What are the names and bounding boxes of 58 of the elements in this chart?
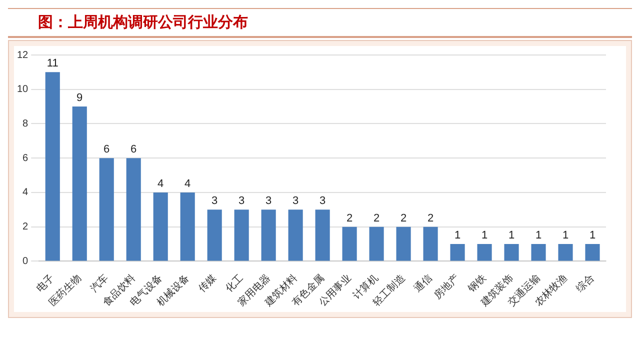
y-tick-label: 6: [22, 152, 29, 164]
y-tick-label: 12: [17, 50, 29, 61]
bar: [288, 210, 303, 261]
bar: [396, 226, 411, 261]
data-label: 3: [320, 195, 326, 208]
y-tick-label: 10: [17, 84, 29, 96]
bar: [504, 244, 519, 261]
x-tick-label: 化工: [222, 272, 246, 295]
bar: [450, 244, 465, 261]
bar: [99, 158, 114, 261]
data-label: 11: [46, 58, 58, 70]
bar: [477, 244, 492, 261]
bar: [207, 210, 222, 261]
x-tick-label: 传媒: [196, 272, 219, 295]
data-label: 1: [454, 230, 461, 242]
data-label: 9: [76, 92, 83, 104]
data-label: 2: [346, 212, 353, 224]
data-label: 2: [373, 212, 380, 224]
bar: [153, 192, 168, 261]
data-label: 3: [212, 195, 218, 208]
data-label: 1: [535, 230, 542, 242]
x-tick-label: 电子: [34, 272, 57, 295]
bar: [423, 226, 438, 261]
bar: [342, 226, 357, 261]
data-label: 3: [292, 195, 299, 208]
data-label: 2: [400, 212, 407, 224]
data-label: 3: [266, 195, 272, 208]
y-tick-label: 0: [22, 256, 29, 267]
y-tick-label: 8: [22, 118, 29, 130]
data-label: 1: [589, 230, 596, 242]
data-label: 3: [238, 195, 245, 208]
bar: [585, 244, 600, 261]
data-label: 4: [158, 178, 164, 190]
x-tick-label: 汽车: [88, 272, 111, 295]
bar: [72, 106, 87, 261]
data-label: 6: [130, 144, 137, 156]
data-label: 2: [427, 212, 434, 224]
bar: [558, 244, 573, 261]
bar: [315, 210, 330, 261]
x-tick-label: 综合: [574, 272, 596, 295]
bar: [369, 226, 384, 261]
y-tick-label: 4: [22, 187, 29, 198]
data-label: 6: [104, 144, 110, 156]
bar: [531, 244, 546, 261]
data-label: 1: [481, 230, 488, 242]
y-tick-label: 2: [22, 222, 29, 233]
x-tick-label: 通信: [412, 272, 434, 295]
x-tick-label: 钢铁: [465, 272, 488, 296]
data-label: 1: [562, 230, 569, 242]
data-label: 1: [508, 230, 515, 242]
bar: [234, 210, 249, 261]
chart-title: 图：上周机构调研公司行业分布: [8, 8, 632, 38]
data-label: 4: [184, 178, 191, 190]
x-tick-label: 房地产: [432, 272, 462, 302]
bar: [45, 72, 60, 261]
bar: [261, 210, 276, 261]
bar: [180, 192, 195, 261]
bar: [126, 158, 141, 261]
